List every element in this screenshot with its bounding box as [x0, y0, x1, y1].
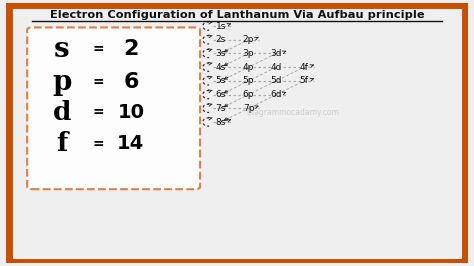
- Text: 14: 14: [117, 135, 145, 153]
- Text: 6p: 6p: [243, 90, 254, 99]
- Text: Electron Configuration of Lanthanum Via Aufbau principle: Electron Configuration of Lanthanum Via …: [50, 10, 424, 20]
- Text: d: d: [53, 100, 71, 125]
- Text: 3d: 3d: [271, 49, 282, 58]
- Text: 5s: 5s: [216, 76, 226, 85]
- Text: =: =: [93, 42, 104, 56]
- Text: 4p: 4p: [243, 63, 254, 72]
- Text: 5p: 5p: [243, 76, 254, 85]
- Text: s: s: [54, 36, 70, 63]
- FancyBboxPatch shape: [9, 5, 465, 262]
- Text: 7s: 7s: [216, 104, 226, 113]
- Text: 5d: 5d: [271, 76, 282, 85]
- Text: =: =: [93, 105, 104, 119]
- Text: 4d: 4d: [271, 63, 282, 72]
- Text: 4s: 4s: [216, 63, 226, 72]
- Text: =: =: [93, 137, 104, 151]
- Text: 6: 6: [123, 72, 139, 92]
- Text: 2s: 2s: [216, 35, 226, 44]
- Text: 10: 10: [118, 103, 145, 122]
- Text: 7p: 7p: [243, 104, 254, 113]
- Text: 6s: 6s: [216, 90, 226, 99]
- FancyBboxPatch shape: [27, 27, 200, 189]
- Text: 6d: 6d: [271, 90, 282, 99]
- Text: =: =: [93, 75, 104, 89]
- Text: 3s: 3s: [216, 49, 226, 58]
- Text: 3p: 3p: [243, 49, 254, 58]
- Text: 5f: 5f: [300, 76, 309, 85]
- Text: p: p: [52, 69, 72, 96]
- Text: Diagrammocadamy.com: Diagrammocadamy.com: [246, 108, 339, 117]
- Text: 4f: 4f: [300, 63, 308, 72]
- Text: 8s: 8s: [216, 118, 226, 127]
- Text: 1s: 1s: [216, 22, 226, 31]
- Text: 2p: 2p: [243, 35, 254, 44]
- Text: f: f: [56, 131, 67, 156]
- Text: 2: 2: [123, 39, 138, 59]
